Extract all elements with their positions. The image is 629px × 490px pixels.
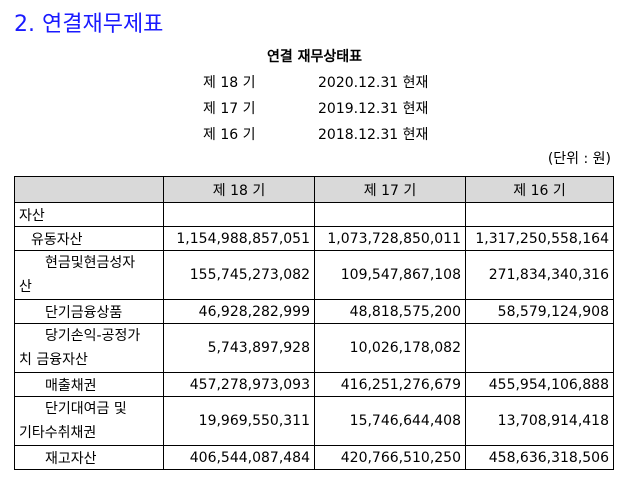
value-cell: 1,073,728,850,011 bbox=[314, 226, 466, 251]
table-header-row: 제 18 기 제 17 기 제 16 기 bbox=[14, 176, 614, 203]
account-name-line: 산 bbox=[19, 279, 32, 295]
value-cell: 1,154,988,857,051 bbox=[163, 226, 315, 251]
report-title: 연결 재무상태표 bbox=[266, 49, 363, 65]
value-cell: 58,579,124,908 bbox=[465, 299, 614, 324]
table-row: 재고자산 406,544,087,484 420,766,510,250 458… bbox=[14, 445, 614, 470]
header-cell: 제 16 기 bbox=[465, 176, 614, 203]
account-name: 자산 bbox=[14, 202, 164, 227]
account-name-line: 치 금융자산 bbox=[19, 352, 88, 368]
period-label: 제 16 기 bbox=[203, 127, 256, 143]
balance-sheet-table: 제 18 기 제 17 기 제 16 기 자산 유동자산 1,154,988,8… bbox=[14, 176, 614, 470]
account-name: 매출채권 bbox=[14, 372, 164, 397]
table-row: 당기손익-공정가 치 금융자산 5,743,897,928 10,026,178… bbox=[14, 323, 614, 373]
table-row: 매출채권 457,278,973,093 416,251,276,679 455… bbox=[14, 372, 614, 397]
value-cell: 15,746,644,408 bbox=[314, 396, 466, 446]
value-cell: 46,928,282,999 bbox=[163, 299, 315, 324]
value-cell: 109,547,867,108 bbox=[314, 250, 466, 300]
value-cell bbox=[465, 323, 614, 373]
table-row: 자산 bbox=[14, 202, 614, 227]
header-cell: 제 17 기 bbox=[314, 176, 466, 203]
header-cell: 제 18 기 bbox=[163, 176, 315, 203]
value-cell: 457,278,973,093 bbox=[163, 372, 315, 397]
period-date: 2019.12.31 현재 bbox=[318, 101, 429, 117]
table-row: 유동자산 1,154,988,857,051 1,073,728,850,011… bbox=[14, 226, 614, 251]
value-cell: 458,636,318,506 bbox=[465, 445, 614, 470]
value-cell: 10,026,178,082 bbox=[314, 323, 466, 373]
value-cell: 455,954,106,888 bbox=[465, 372, 614, 397]
account-name: 유동자산 bbox=[14, 226, 164, 251]
value-cell: 13,708,914,418 bbox=[465, 396, 614, 446]
value-cell bbox=[163, 202, 315, 227]
period-date: 2018.12.31 현재 bbox=[318, 127, 429, 143]
value-cell bbox=[314, 202, 466, 227]
value-cell: 48,818,575,200 bbox=[314, 299, 466, 324]
section-title: 2. 연결재무제표 bbox=[14, 12, 164, 37]
account-name: 재고자산 bbox=[14, 445, 164, 470]
value-cell: 19,969,550,311 bbox=[163, 396, 315, 446]
value-cell: 420,766,510,250 bbox=[314, 445, 466, 470]
account-name: 단기대여금 및 기타수취채권 bbox=[14, 396, 164, 446]
table-row: 현금및현금성자 산 155,745,273,082 109,547,867,10… bbox=[14, 250, 614, 300]
account-name: 현금및현금성자 산 bbox=[14, 250, 164, 300]
table-row: 단기금융상품 46,928,282,999 48,818,575,200 58,… bbox=[14, 299, 614, 324]
period-label: 제 17 기 bbox=[203, 101, 256, 117]
header-cell bbox=[14, 176, 164, 203]
unit-label: (단위 : 원) bbox=[547, 151, 611, 167]
account-name-line: 단기대여금 및 bbox=[45, 401, 127, 417]
period-label: 제 18 기 bbox=[203, 75, 256, 91]
value-cell: 271,834,340,316 bbox=[465, 250, 614, 300]
value-cell: 5,743,897,928 bbox=[163, 323, 315, 373]
account-name-line: 당기손익-공정가 bbox=[45, 328, 141, 344]
table-row: 단기대여금 및 기타수취채권 19,969,550,311 15,746,644… bbox=[14, 396, 614, 446]
value-cell: 155,745,273,082 bbox=[163, 250, 315, 300]
account-name: 당기손익-공정가 치 금융자산 bbox=[14, 323, 164, 373]
value-cell: 406,544,087,484 bbox=[163, 445, 315, 470]
value-cell: 416,251,276,679 bbox=[314, 372, 466, 397]
account-name-line: 현금및현금성자 bbox=[45, 255, 136, 271]
value-cell: 1,317,250,558,164 bbox=[465, 226, 614, 251]
account-name-line: 기타수취채권 bbox=[19, 425, 97, 441]
period-date: 2020.12.31 현재 bbox=[318, 75, 429, 91]
account-name: 단기금융상품 bbox=[14, 299, 164, 324]
value-cell bbox=[465, 202, 614, 227]
